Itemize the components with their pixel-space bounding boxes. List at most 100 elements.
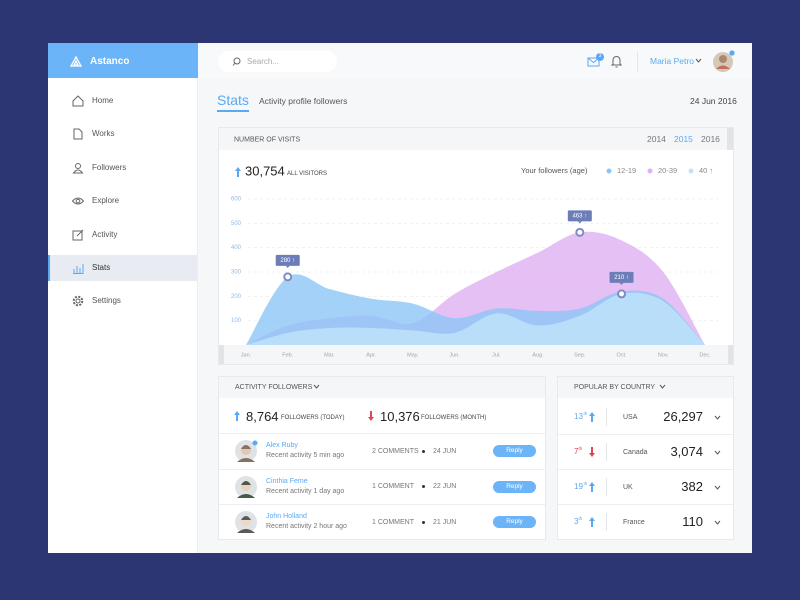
legend-label: 12-19: [617, 166, 636, 175]
trend-arrow: [589, 517, 595, 528]
country-name: UK: [623, 483, 633, 491]
brand-name: Astanco: [90, 56, 130, 67]
follower-name[interactable]: Cinthia Feme: [266, 477, 308, 485]
x-tick-label: Nov.: [658, 352, 669, 358]
dot: [422, 485, 425, 488]
follower-activity: Recent activity 2 hour ago: [266, 523, 347, 530]
nav-item[interactable]: Home: [92, 96, 114, 105]
user-avatar[interactable]: [711, 49, 737, 75]
row-separator: [558, 468, 733, 470]
row-separator: [558, 433, 733, 435]
comment-count: 2 COMMENTS: [372, 447, 419, 455]
x-tick-label: May.: [407, 352, 419, 358]
follower-name[interactable]: Alex Ruby: [266, 442, 298, 449]
row-separator: [219, 504, 545, 505]
value-label-pointer: [285, 265, 290, 268]
x-tick-label: Feb.: [282, 352, 293, 358]
year-tab[interactable]: 2015: [674, 134, 693, 144]
nav-item[interactable]: Settings: [92, 296, 121, 306]
bell-icon[interactable]: [611, 55, 622, 68]
up-arrow: [235, 167, 241, 177]
dot: [422, 520, 425, 524]
data-point: [617, 289, 627, 299]
row-chevron: [714, 450, 721, 455]
rank: 19: [574, 481, 583, 491]
chart-header: [219, 128, 733, 150]
x-tick-label: Aug.: [532, 352, 544, 358]
follower-name[interactable]: John Holland: [266, 513, 307, 520]
value-label: 463 ↑: [572, 214, 587, 220]
value-label: 210 ↑: [614, 275, 629, 281]
nav-icon: [72, 197, 84, 205]
row-chevron: [714, 485, 721, 490]
title-underline: [217, 110, 249, 112]
comment-date: 24 JUN: [433, 447, 457, 455]
search-box[interactable]: [218, 51, 337, 72]
search-icon: [232, 57, 241, 66]
nav-item[interactable]: Stats: [92, 263, 111, 272]
rank-suffix: th: [578, 516, 583, 522]
page-subtitle: Activity profile followers: [259, 96, 348, 106]
y-tick-label: 400: [231, 245, 242, 251]
row-separator: [219, 433, 545, 434]
country-name: Canada: [623, 448, 648, 456]
user-name[interactable]: Maria Petro: [650, 56, 694, 66]
legend-swatch: [647, 168, 653, 174]
country-value: 382: [681, 478, 703, 494]
rank-suffix: th: [578, 445, 583, 451]
activity-title[interactable]: ACTIVITY FOLLOWERS: [235, 384, 313, 391]
row-chevron: [714, 415, 721, 420]
legend-swatch: [606, 168, 612, 174]
reply-button[interactable]: Reply: [493, 516, 536, 528]
year-tab[interactable]: 2016: [701, 134, 720, 144]
year-tab[interactable]: 2014: [647, 134, 666, 144]
reply-button[interactable]: Reply: [493, 445, 536, 457]
total-value: 30,754: [245, 163, 285, 178]
x-tick-label: Oct.: [616, 352, 627, 358]
follower-activity: Recent activity 1 day ago: [266, 487, 345, 495]
comment-count: 1 COMMENT: [372, 518, 414, 526]
nav-icon: [72, 229, 84, 241]
nav-item[interactable]: Activity: [92, 229, 118, 239]
rank-suffix: th: [583, 410, 588, 416]
x-tick-label: Jan.: [241, 352, 252, 358]
y-tick-label: 600: [231, 197, 242, 203]
today-value: 8,764: [246, 409, 279, 424]
country-title[interactable]: POPULAR BY COUNTRY: [574, 384, 656, 391]
x-axis-strip: [219, 345, 733, 364]
divider: [606, 513, 607, 532]
x-tick-label: Mar.: [324, 352, 335, 358]
avatar: [235, 475, 257, 498]
country-value: 110: [682, 514, 703, 530]
nav-icon: [73, 264, 84, 274]
chart: NUMBER OF VISITS 2014 2015 2016 30,754 ALL VI…: [219, 128, 733, 364]
country-chevron: [659, 384, 666, 389]
data-point: [283, 272, 293, 282]
divider: [606, 477, 607, 496]
row-chevron: [714, 520, 721, 525]
mail-icon[interactable]: [586, 52, 606, 68]
page-date: 24 Jun 2016: [690, 96, 737, 106]
x-tick-label: Sep.: [574, 352, 586, 358]
reply-button[interactable]: Reply: [493, 480, 536, 493]
month-value: 10,376: [380, 409, 420, 424]
dot: [422, 449, 425, 453]
nav-item[interactable]: Explore: [92, 196, 120, 206]
y-tick-label: 200: [231, 294, 242, 300]
row-separator: [558, 504, 733, 506]
x-tick-label: Dec.: [699, 352, 711, 358]
nav-item[interactable]: Works: [92, 129, 115, 139]
search-placeholder: Search...: [247, 57, 280, 66]
chart-title: NUMBER OF VISITS: [234, 136, 300, 143]
legend-label: 20-39: [658, 166, 677, 175]
value-label-bg: [275, 254, 300, 266]
nav-icon: [73, 128, 83, 140]
rank-suffix: th: [583, 480, 588, 486]
value-label-bg: [609, 271, 634, 283]
mail-count: 3: [598, 53, 602, 59]
country-name: France: [623, 519, 645, 527]
nav-item[interactable]: Followers: [92, 162, 127, 172]
follower-activity: Recent activity 5 min ago: [266, 452, 345, 459]
scroll-right: [728, 345, 733, 364]
area: [246, 292, 705, 345]
